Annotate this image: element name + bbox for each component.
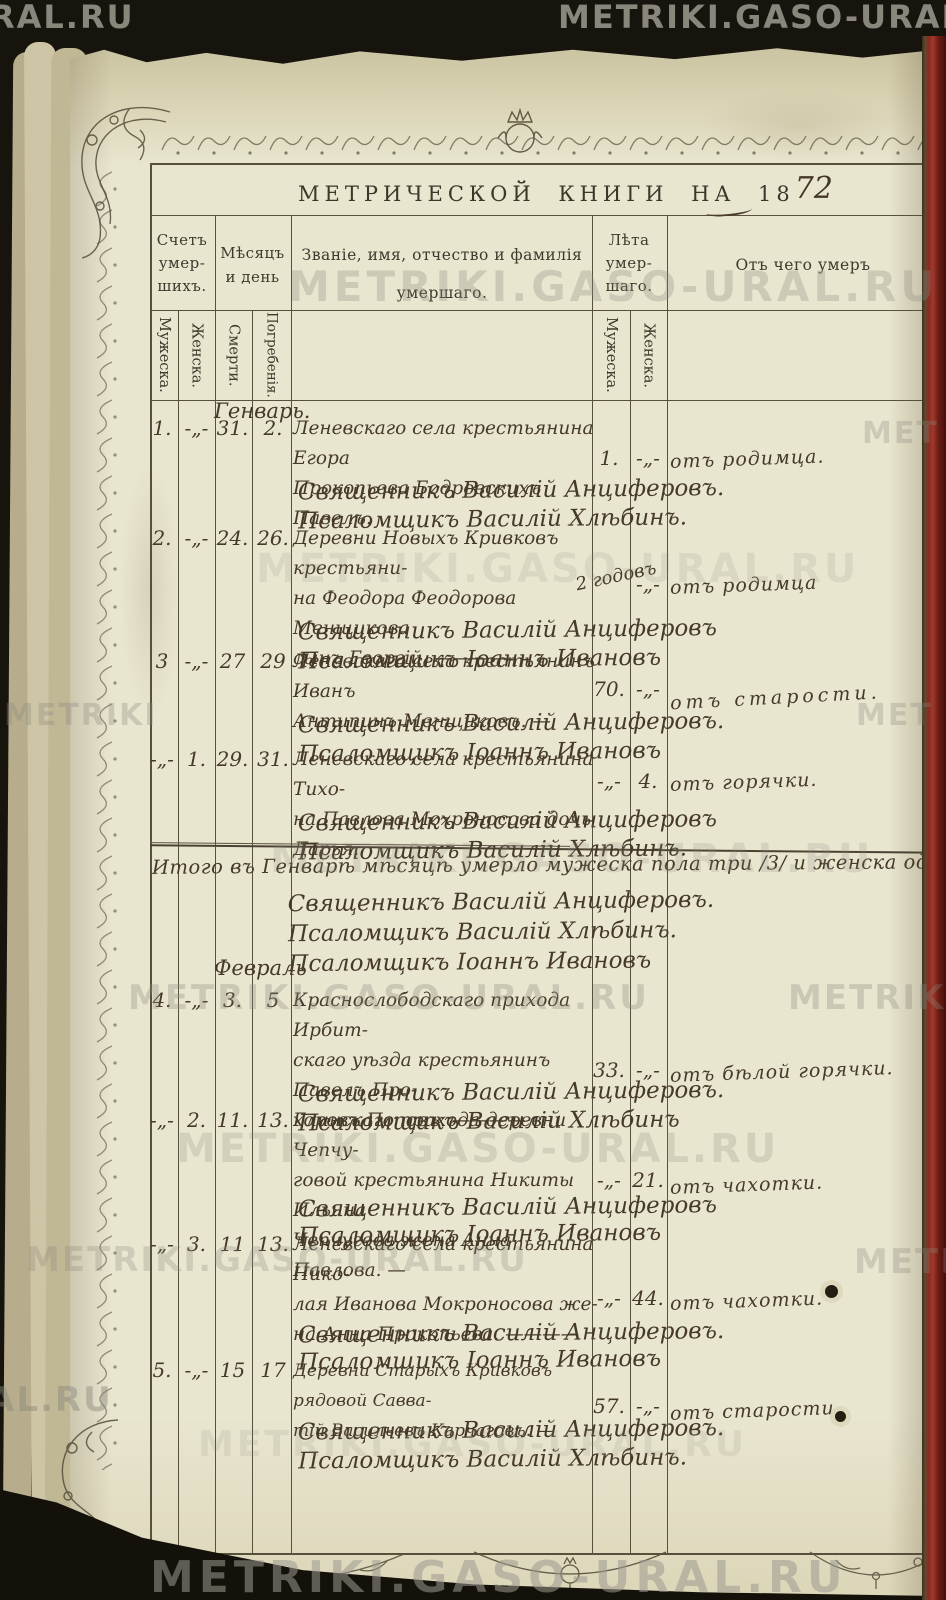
table-line: [150, 400, 946, 401]
count-female: 1.: [186, 747, 207, 771]
table-line: [291, 215, 292, 1553]
register-page: [70, 48, 922, 1600]
count-male: 3: [155, 649, 169, 673]
age-male: 33.: [593, 1058, 625, 1082]
age-female: 44.: [632, 1286, 664, 1310]
death-day: 11: [219, 1232, 246, 1256]
burial-day: 2.: [263, 416, 283, 440]
age-female: -„-: [636, 1058, 660, 1082]
table-line: [150, 215, 946, 216]
burial-day: 17: [260, 1358, 286, 1382]
table-line: [592, 215, 593, 1553]
age-female: -„-: [636, 1394, 660, 1418]
age-male: 1.: [599, 446, 619, 470]
count-male: 4.: [152, 988, 172, 1012]
age-female: -„-: [636, 446, 660, 470]
count-male: -„-: [150, 1108, 174, 1132]
count-female: -„-: [184, 526, 209, 550]
header-name-group: Званіе, имя, отчество и фамилія умершаго…: [301, 246, 583, 302]
death-day: 15: [219, 1358, 246, 1382]
summary-clergy-signatures: Священникъ Василій Анциферовъ. Псаломщик…: [287, 886, 715, 978]
subheader-count-male: Мужеска.: [156, 317, 172, 393]
death-day: 31.: [216, 416, 249, 440]
record-text: Глинскаго прихода деревни Чепчу- говой к…: [293, 1110, 575, 1281]
death-day: 11.: [216, 1108, 249, 1132]
age-male: -„-: [597, 1286, 621, 1310]
watermark: RAL.RU: [0, 0, 135, 36]
age-female: 21.: [632, 1168, 664, 1192]
count-female: 2.: [186, 1108, 207, 1132]
record-text: Леневскаго села крестьянина Егора Прокоп…: [293, 418, 594, 529]
table-line: [630, 310, 631, 1553]
count-female: -„-: [184, 416, 209, 440]
table-frame-left: [150, 163, 152, 1554]
ink-blot: [820, 1280, 843, 1303]
table-frame-top: [150, 163, 922, 165]
subheader-age-female: Женска.: [640, 322, 657, 388]
border-ornament-left: [88, 170, 122, 1474]
age-male: 57.: [593, 1394, 625, 1418]
ink-blot: [830, 1406, 851, 1427]
death-day: 29.: [216, 747, 249, 771]
book-spine: [922, 36, 946, 1600]
count-female: -„-: [184, 649, 209, 673]
month-header-january: Генварь.: [214, 399, 311, 423]
title-printed: МЕТРИЧЕСКОЙ КНИГИ НА 18: [298, 182, 795, 206]
count-female: -„-: [184, 1358, 209, 1382]
count-female: 3.: [186, 1232, 207, 1256]
table-frame-bottom: [150, 1553, 922, 1555]
subheader-age-male: Мужеска.: [603, 317, 619, 393]
burial-day: 5: [266, 988, 280, 1012]
death-day: 24.: [216, 526, 249, 550]
month-header-february: Февраль: [214, 956, 307, 980]
record-text: Краснослободскаго прихода Ирбит- скаго у…: [293, 990, 571, 1131]
death-day: 3.: [222, 988, 243, 1012]
burial-day: 13.: [257, 1108, 289, 1132]
age-female: -„-: [636, 677, 660, 701]
header-cause-group: Отъ чего умеръ: [735, 256, 871, 274]
header-age-group: Лѣта умер- шаго.: [605, 231, 653, 295]
subheader-burial-day: Погребенія.: [263, 312, 280, 398]
record-text: Леневскаго села крестьянина Нико- лая Ив…: [293, 1234, 598, 1345]
header-count-group: Счетъ умер- шихъ.: [156, 231, 208, 295]
page-title: МЕТРИЧЕСКОЙ КНИГИ НА 1872: [298, 171, 833, 209]
count-male: 2.: [152, 526, 172, 550]
count-male: -„-: [150, 1232, 174, 1256]
count-male: 5.: [152, 1358, 172, 1382]
table-line: [215, 215, 216, 1553]
title-year-handwritten: 72: [794, 171, 833, 206]
burial-day: 26.: [257, 526, 289, 550]
count-male: -„-: [150, 747, 174, 771]
record-text: Леневскаго села крестьянинъ Иванъ Антипи…: [293, 651, 595, 732]
header-date-group: Мѣсяцъ и день: [220, 244, 285, 286]
record-text: Деревни Старыхъ Кривковъ рядовой Савва- …: [293, 1361, 554, 1441]
subheader-death-day: Смерти.: [225, 323, 242, 387]
subheader-count-female: Женска.: [188, 322, 205, 388]
table-line: [252, 310, 253, 1553]
garland-ornament-bottom-center: [470, 1550, 670, 1600]
burial-day: 29: [260, 649, 286, 673]
border-ornament-top: [160, 128, 922, 164]
age-male: 70.: [593, 677, 625, 701]
table-line: [150, 310, 946, 311]
age-female: -„-: [636, 572, 660, 596]
age-female: 4.: [638, 769, 658, 793]
table-line: [178, 310, 179, 1553]
age-male: -„-: [597, 1168, 621, 1192]
crown-medallion-ornament: [492, 104, 548, 162]
table-line: [667, 215, 668, 1553]
corner-ornament-bottomleft: [48, 1412, 128, 1536]
count-male: 1.: [152, 416, 172, 440]
record-text: Леневскаго села крестьянина Тихо- на Пав…: [293, 749, 594, 860]
count-female: -„-: [184, 988, 209, 1012]
watermark: METRIKI.GASO-URAL.RU: [558, 0, 946, 36]
age-male: -„-: [597, 769, 621, 793]
burial-day: 31.: [257, 747, 289, 771]
death-day: 27: [219, 649, 246, 673]
record-text: Деревни Новыхъ Кривковъ крестьяни- на Фе…: [293, 528, 559, 669]
burial-day: 13.: [257, 1232, 289, 1256]
